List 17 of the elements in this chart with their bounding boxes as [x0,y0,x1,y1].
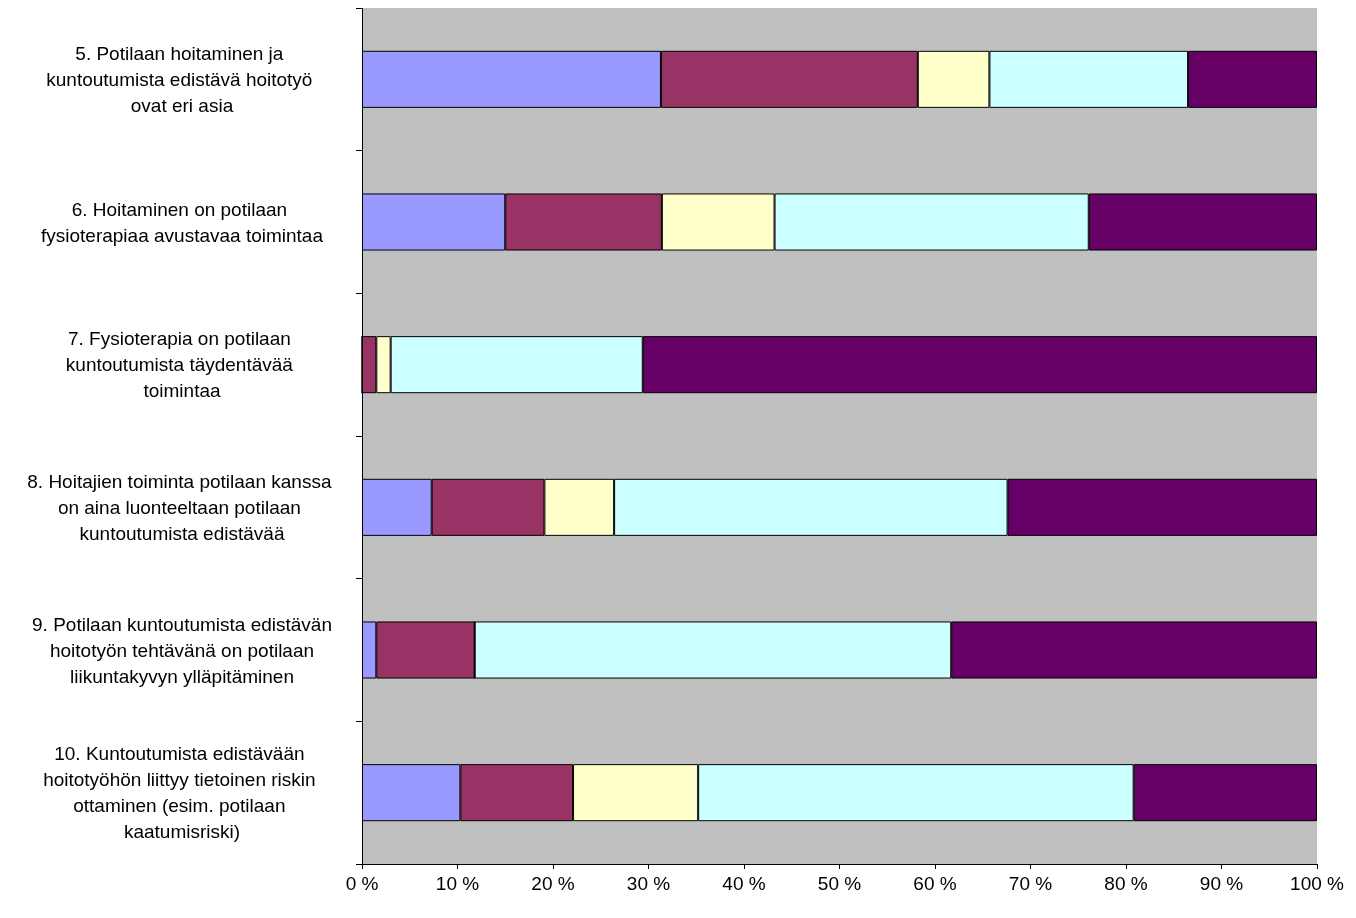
x-tick-label: 20 % [531,873,575,894]
x-tick-label: 30 % [626,873,671,894]
y-tick-label: 8. Hoitajien toiminta potilaan kanssa on aina luonteeltaan potilaan kuntoutumista edistävää [27,470,337,544]
x-tick-label: 60 % [913,873,957,894]
x-tick-label: 40 % [722,873,766,894]
x-tick-label: 90 % [1199,873,1244,894]
y-tick-label: 10. Kuntoutumista edistävään hoitotyöhön liittyy tietoinen riskin ottaminen (esim. potilaan kaatumisriski) [43,743,321,843]
y-tick-label: 6. Hoitaminen on potilaan fysioterapiaa avustavaa toimintaa [41,198,324,246]
y-tick-label: 9. Potilaan kuntoutumista edistävän hoitotyön tehtävänä on potilaan liikuntakyvyn ylläpitäminen [32,613,332,687]
x-tick-label: 70 % [1008,873,1053,894]
y-tick-label: 7. Fysioterapia on potilaan kuntoutumista täydentävää toimintaa [65,328,299,402]
x-tick-label: 10 % [435,873,480,894]
x-tick-label: 80 % [1104,873,1148,894]
x-tick-label: 0 % [345,873,379,894]
x-tick-label: 50 % [817,873,862,894]
y-tick-label: 5. Potilaan hoitaminen ja kuntoutumista edistävä hoitotyö ovat eri asia [46,42,318,116]
x-tick-label: 100 % [1290,873,1345,894]
